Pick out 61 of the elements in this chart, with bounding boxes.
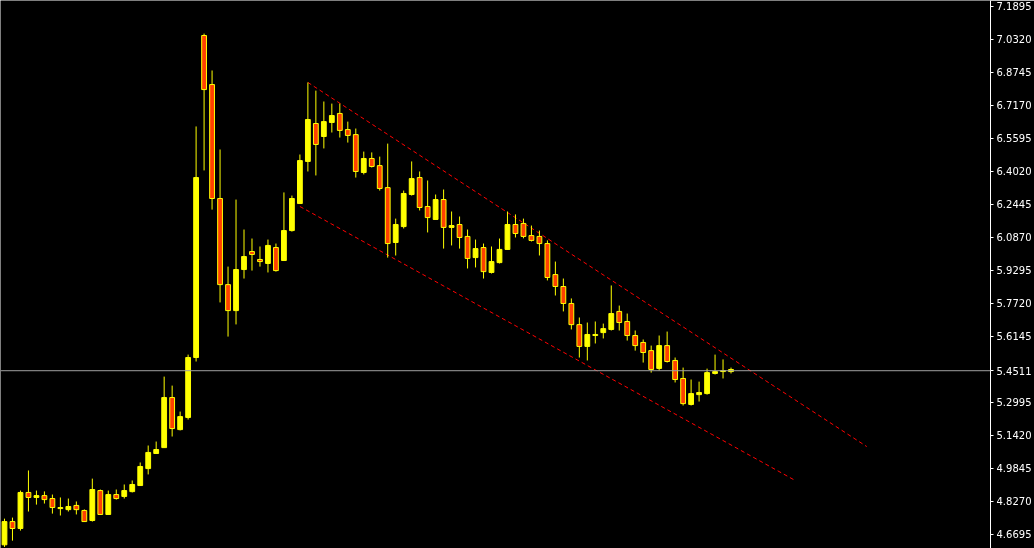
y-tick-label: 5.9295	[996, 265, 1032, 277]
candlestick	[664, 331, 671, 364]
y-tick-label: 6.4020	[996, 166, 1032, 178]
candlestick	[408, 160, 415, 197]
y-tick-label: 6.5595	[996, 133, 1032, 145]
candlestick	[624, 313, 631, 342]
y-tick-label: 4.6695	[996, 529, 1032, 541]
candlestick	[137, 462, 144, 487]
candlestick	[344, 121, 351, 144]
candlestick	[696, 381, 702, 403]
candlestick	[392, 218, 399, 256]
candlestick	[672, 357, 679, 383]
ref-line-label: 5.4511	[996, 365, 1032, 377]
candlestick	[560, 278, 567, 312]
y-tick-label: 5.6145	[996, 331, 1032, 343]
candlestick	[592, 320, 599, 344]
candlestick	[241, 229, 247, 280]
candlestick	[432, 194, 439, 220]
candlestick	[552, 261, 559, 297]
candlestick	[257, 245, 263, 268]
candlestick	[105, 490, 112, 515]
candlestick	[456, 216, 463, 250]
y-tick-label: 4.9845	[996, 463, 1032, 475]
candlestick	[265, 239, 271, 273]
candlestick	[97, 489, 104, 515]
candlestick	[424, 179, 431, 233]
candlestick	[376, 156, 383, 192]
candlestick	[273, 243, 279, 273]
candlestick	[648, 345, 655, 374]
y-tick-label: 5.7720	[996, 298, 1032, 310]
y-tick-label: 6.0870	[996, 232, 1032, 244]
y-tick-label: 5.1420	[996, 430, 1032, 442]
y-tick-label: 5.2995	[996, 397, 1032, 409]
candlestick	[576, 317, 583, 359]
y-tick-label: 7.0320	[996, 34, 1032, 46]
candlestick	[448, 211, 455, 246]
candlestick	[616, 305, 623, 331]
y-tick-label: 6.7170	[996, 100, 1032, 112]
candlestick	[584, 322, 591, 361]
candlestick	[536, 230, 543, 256]
candlestick	[656, 335, 663, 372]
candlestick	[712, 354, 718, 375]
candlestick	[57, 496, 64, 516]
candlestick	[145, 445, 152, 475]
candlestick	[336, 103, 343, 139]
y-tick-label: 4.8270	[996, 496, 1032, 508]
candlestick	[49, 494, 56, 515]
candlestick	[640, 339, 647, 364]
y-tick-label: 6.2445	[996, 199, 1032, 211]
candlestick	[312, 90, 319, 176]
candlestick	[688, 379, 694, 407]
candlestick	[704, 368, 710, 396]
candlestick	[249, 238, 255, 272]
candlestick	[328, 103, 335, 134]
y-tick-label: 7.1895	[996, 1, 1032, 13]
candlestick	[608, 284, 615, 331]
y-tick-label: 6.8745	[996, 67, 1032, 79]
candlestick	[568, 297, 575, 330]
candlestick	[632, 330, 639, 352]
candlestick	[320, 101, 327, 149]
candlestick	[360, 151, 367, 175]
